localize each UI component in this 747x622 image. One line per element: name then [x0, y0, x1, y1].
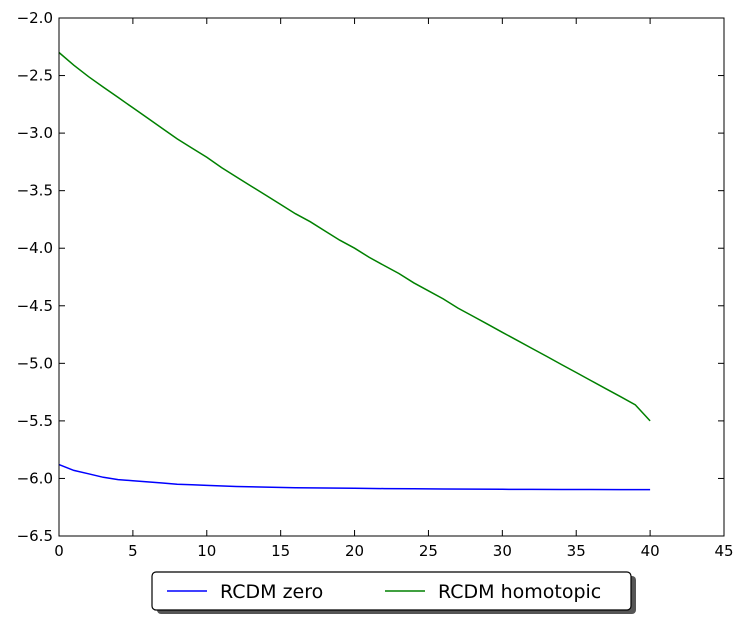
- x-tick-label: 40: [641, 542, 660, 560]
- x-tick-label: 0: [54, 542, 64, 560]
- legend: RCDM zero RCDM homotopic: [151, 571, 636, 614]
- x-tick-label: 45: [714, 542, 733, 560]
- y-tick-label: −2.0: [17, 9, 53, 27]
- x-tick-label: 15: [271, 542, 290, 560]
- y-tick-label: −5.0: [17, 354, 53, 372]
- y-tick-label: −3.5: [17, 182, 53, 200]
- series-line-rcdm-homotopic: [58, 51, 651, 422]
- y-tick-label: −4.5: [17, 297, 53, 315]
- y-tick-label: −6.5: [17, 527, 53, 545]
- x-tick-label: 30: [493, 542, 512, 560]
- x-tick-label: 5: [128, 542, 138, 560]
- legend-label-rcdm-homotopic: RCDM homotopic: [438, 581, 601, 603]
- legend-label-rcdm-zero: RCDM zero: [220, 581, 323, 603]
- x-tick-label: 10: [197, 542, 216, 560]
- y-tick-label: −6.0: [17, 469, 53, 487]
- y-tick-label: −3.0: [17, 124, 53, 142]
- series-line-rcdm-zero: [58, 463, 651, 491]
- x-tick-label: 25: [419, 542, 438, 560]
- x-tick-label: 20: [345, 542, 364, 560]
- y-tick-label: −5.5: [17, 412, 53, 430]
- x-tick-label: 35: [567, 542, 586, 560]
- y-tick-label: −2.5: [17, 67, 53, 85]
- y-tick-label: −4.0: [17, 239, 53, 257]
- plot-area: [58, 51, 651, 491]
- axes: 0 5 10 15 20 25 30 35 40 45 −2.0 −2.5 −3.0 −3.5 −4.0 −4…: [17, 9, 734, 560]
- plot-frame: [58, 17, 725, 537]
